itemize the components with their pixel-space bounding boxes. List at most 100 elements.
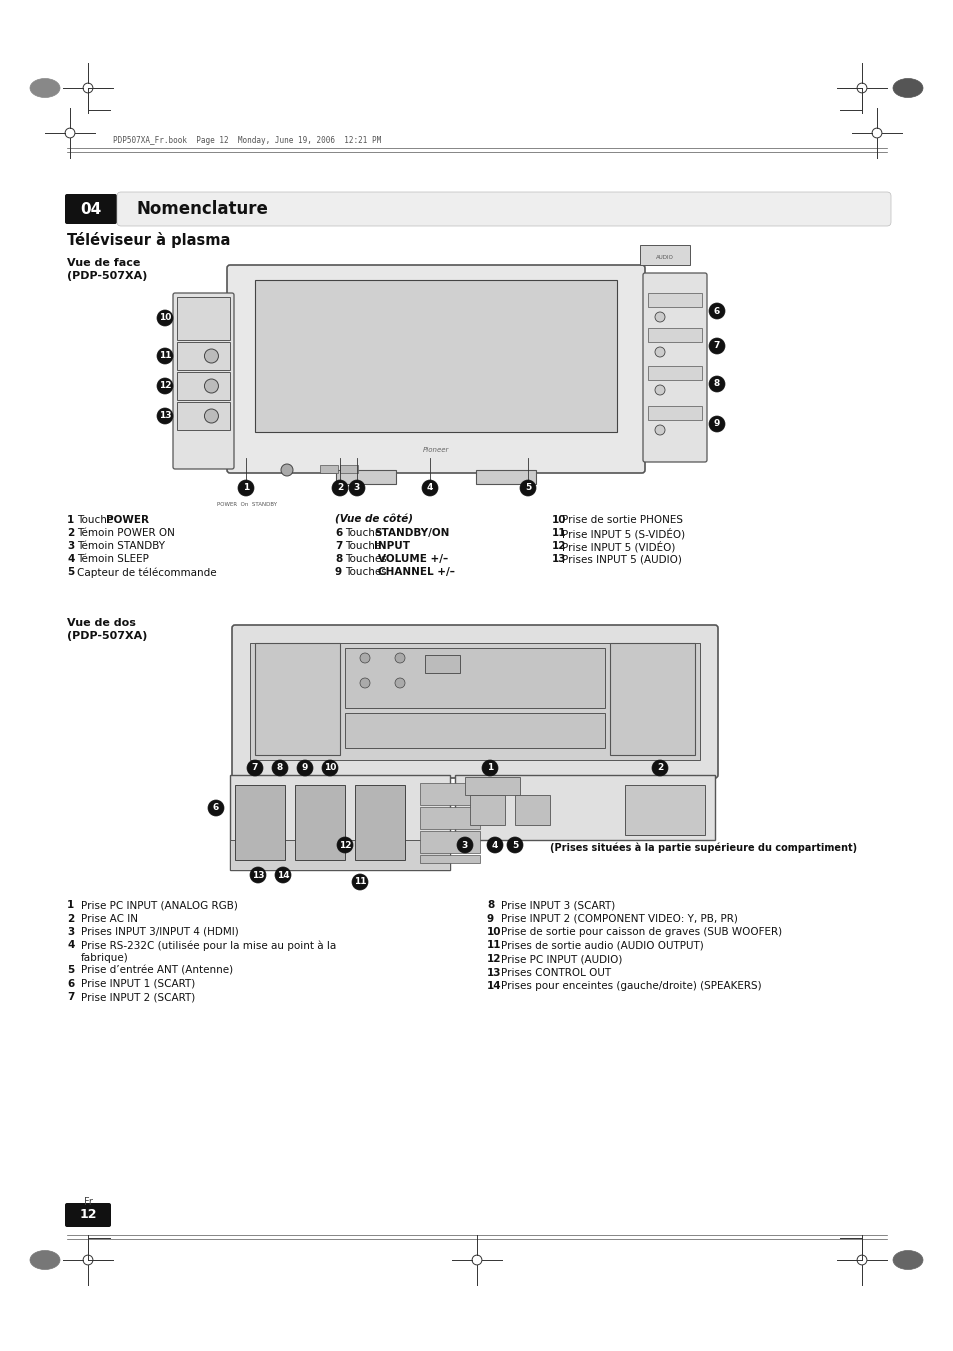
Bar — [294, 785, 345, 861]
Text: POWER: POWER — [106, 515, 149, 526]
Bar — [470, 794, 504, 825]
Text: Prises INPUT 5 (AUDIO): Prises INPUT 5 (AUDIO) — [561, 554, 681, 563]
Circle shape — [519, 480, 536, 496]
Text: Touches: Touches — [345, 567, 390, 577]
Circle shape — [708, 338, 724, 354]
Text: 3: 3 — [354, 484, 359, 493]
Text: 13: 13 — [252, 870, 264, 880]
Circle shape — [655, 385, 664, 394]
Text: Fr: Fr — [84, 1197, 92, 1206]
Bar — [609, 643, 695, 755]
Text: 12: 12 — [79, 1209, 96, 1221]
Circle shape — [655, 312, 664, 322]
FancyBboxPatch shape — [455, 775, 714, 840]
FancyBboxPatch shape — [65, 1202, 111, 1227]
Text: Nomenclature: Nomenclature — [137, 200, 269, 218]
Text: 9: 9 — [335, 567, 342, 577]
Ellipse shape — [892, 1251, 923, 1270]
Circle shape — [322, 761, 337, 775]
Circle shape — [655, 426, 664, 435]
Text: 10: 10 — [323, 763, 335, 773]
Text: Touche: Touche — [345, 540, 384, 551]
Text: Capteur de télécommande: Capteur de télécommande — [77, 567, 216, 577]
Text: Prise de sortie PHONES: Prise de sortie PHONES — [561, 515, 682, 526]
Circle shape — [274, 867, 291, 884]
Text: Pioneer: Pioneer — [422, 447, 449, 453]
Text: VOLUME +/–: VOLUME +/– — [377, 554, 448, 563]
Bar — [476, 470, 536, 484]
Circle shape — [506, 838, 522, 852]
Text: INPUT: INPUT — [374, 540, 410, 551]
Text: 2: 2 — [336, 484, 343, 493]
Bar — [355, 785, 405, 861]
Circle shape — [204, 380, 218, 393]
Bar — [67, 211, 886, 218]
Text: 11: 11 — [158, 351, 172, 361]
Circle shape — [708, 303, 724, 319]
Circle shape — [204, 409, 218, 423]
Bar — [624, 785, 704, 835]
Text: Prises INPUT 3/INPUT 4 (HDMI): Prises INPUT 3/INPUT 4 (HDMI) — [81, 927, 238, 938]
Text: 3: 3 — [67, 927, 74, 938]
Text: 10: 10 — [552, 515, 566, 526]
Bar — [177, 372, 230, 400]
Bar — [647, 407, 701, 420]
Text: Prise INPUT 2 (COMPONENT VIDEO: Y, PB, PR): Prise INPUT 2 (COMPONENT VIDEO: Y, PB, P… — [500, 913, 737, 924]
Text: 13: 13 — [552, 554, 566, 563]
Text: Témoin SLEEP: Témoin SLEEP — [77, 554, 149, 563]
Circle shape — [204, 349, 218, 363]
Text: 6: 6 — [213, 804, 219, 812]
Bar — [647, 366, 701, 380]
Text: Prises pour enceintes (gauche/droite) (SPEAKERS): Prises pour enceintes (gauche/droite) (S… — [500, 981, 760, 992]
Text: 10: 10 — [486, 927, 501, 938]
Text: 1: 1 — [243, 484, 249, 493]
Bar — [177, 403, 230, 430]
Text: 6: 6 — [67, 979, 74, 989]
Text: 4: 4 — [67, 554, 74, 563]
Bar — [419, 807, 479, 830]
Circle shape — [157, 349, 172, 363]
Text: 5: 5 — [67, 966, 74, 975]
Text: 4: 4 — [67, 940, 74, 951]
Circle shape — [655, 347, 664, 357]
Circle shape — [481, 761, 497, 775]
Text: Prise INPUT 5 (S-VIDÉO): Prise INPUT 5 (S-VIDÉO) — [561, 528, 684, 539]
Text: 1: 1 — [67, 515, 74, 526]
Text: Touche: Touche — [345, 528, 384, 538]
Text: Touche: Touche — [77, 515, 116, 526]
Text: 7: 7 — [335, 540, 342, 551]
Bar — [254, 643, 339, 755]
Circle shape — [486, 838, 502, 852]
Text: 6: 6 — [335, 528, 342, 538]
Text: 04: 04 — [80, 201, 102, 216]
Bar — [647, 293, 701, 307]
Text: (Prises situées à la partie supérieure du compartiment): (Prises situées à la partie supérieure d… — [550, 843, 856, 854]
Text: 7: 7 — [252, 763, 258, 773]
Text: Prise de sortie pour caisson de graves (SUB WOOFER): Prise de sortie pour caisson de graves (… — [500, 927, 781, 938]
Bar — [419, 784, 479, 805]
Text: 13: 13 — [486, 967, 501, 978]
Circle shape — [272, 761, 288, 775]
Text: Touches: Touches — [345, 554, 390, 563]
FancyBboxPatch shape — [65, 195, 117, 224]
Text: Prises CONTROL OUT: Prises CONTROL OUT — [500, 967, 611, 978]
Text: Prise AC IN: Prise AC IN — [81, 913, 138, 924]
Circle shape — [157, 309, 172, 326]
Text: 8: 8 — [276, 763, 283, 773]
Circle shape — [359, 678, 370, 688]
Text: Prise INPUT 1 (SCART): Prise INPUT 1 (SCART) — [81, 979, 195, 989]
FancyBboxPatch shape — [230, 775, 450, 870]
Text: STANDBY/ON: STANDBY/ON — [374, 528, 449, 538]
Circle shape — [708, 416, 724, 432]
Text: 11: 11 — [552, 528, 566, 538]
Circle shape — [708, 376, 724, 392]
Circle shape — [157, 408, 172, 424]
Text: 9: 9 — [713, 420, 720, 428]
Circle shape — [332, 480, 348, 496]
Text: (Vue de côté): (Vue de côté) — [335, 515, 413, 526]
Text: CHANNEL +/–: CHANNEL +/– — [377, 567, 455, 577]
Text: 5: 5 — [512, 840, 517, 850]
Text: 2: 2 — [67, 528, 74, 538]
Text: 8: 8 — [486, 900, 494, 911]
Bar — [419, 855, 479, 863]
